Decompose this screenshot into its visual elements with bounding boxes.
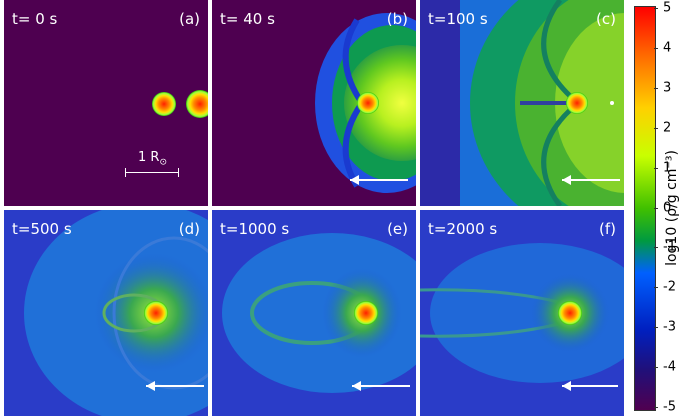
panel-d-image [4,210,208,416]
panel-time: t=100 s [428,10,488,28]
colorbar-tick-label: -3 [663,319,676,335]
colorbar-tick-mark [654,47,658,49]
panel-d: t=500 s (d) [4,210,208,416]
panel-b-image [212,0,416,206]
colorbar-tick-label: -2 [663,279,676,295]
colorbar-tick-mark [654,287,658,289]
scale-bar-label: 1 R⊙ [138,150,167,168]
panel-time: t= 0 s [12,10,58,28]
colorbar-tick-mark [654,367,658,369]
panel-label: (f) [599,220,616,238]
colorbar-tick-label: 4 [663,40,672,56]
colorbar-tick-label: 2 [663,120,672,136]
panel-time: t=1000 s [220,220,290,238]
colorbar [634,6,656,411]
panel-label: (e) [387,220,408,238]
colorbar-label: log10 (ρ/g cm⁻³) [664,150,680,266]
colorbar-tick-label: -5 [663,399,676,415]
panel-time: t= 40 s [220,10,275,28]
panel-time: t=2000 s [428,220,498,238]
panel-c-image [420,0,624,206]
colorbar-tick-mark [654,407,658,408]
colorbar-tick-label: 0 [663,200,672,215]
panel-label: (c) [596,10,616,28]
colorbar-tick-mark [654,127,658,129]
colorbar-tick-label: -1 [663,239,676,255]
panel-c: t=100 s (c) [420,0,624,206]
colorbar-tick-label: -4 [663,359,676,375]
colorbar-tick-label: 3 [663,80,672,96]
colorbar-tick-mark [654,247,658,249]
panel-label: (d) [178,220,200,238]
panel-b: t= 40 s (b) [212,0,416,206]
colorbar-tick-mark [654,167,658,169]
panel-time: t=500 s [12,220,72,238]
panel-a: t= 0 s (a) 1 R⊙ [4,0,208,206]
colorbar-tick-mark [654,327,658,329]
colorbar-tick-label: 5 [663,0,672,16]
panel-label: (a) [179,10,200,28]
panel-label: (b) [386,10,408,28]
colorbar-tick-mark [654,207,658,209]
scale-bar [125,168,179,177]
panel-e-image [212,210,416,416]
panel-f-image [420,210,624,416]
colorbar-tick-mark [654,8,658,9]
panel-f: t=2000 s (f) [420,210,624,416]
panel-e: t=1000 s (e) [212,210,416,416]
panel-a-image [4,0,208,206]
colorbar-tick-label: 1 [663,160,672,176]
colorbar-tick-mark [654,87,658,89]
